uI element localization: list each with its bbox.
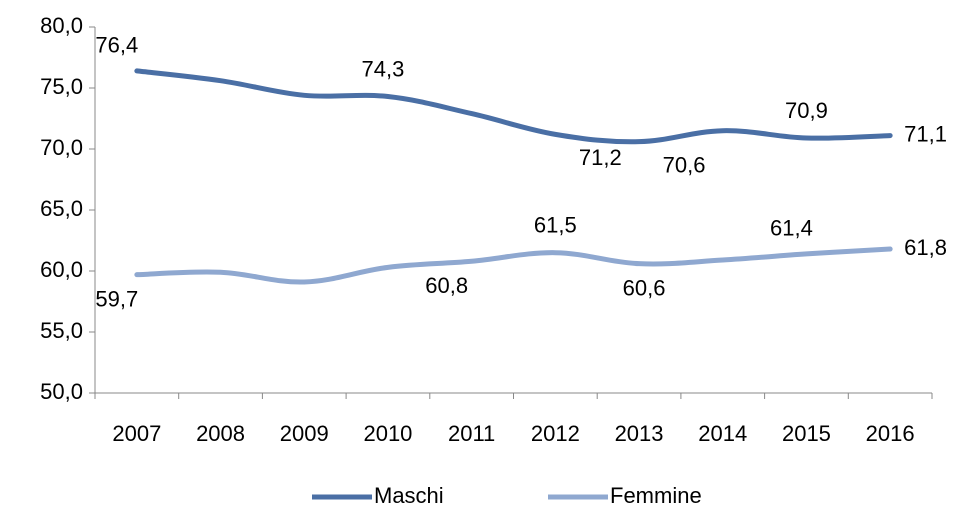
data-label: 60,6 <box>623 275 666 300</box>
data-label: 71,1 <box>904 121 947 146</box>
y-tick-label: 75,0 <box>40 74 83 99</box>
y-tick-label: 50,0 <box>40 379 83 404</box>
data-label: 70,6 <box>663 152 706 177</box>
data-label: 61,8 <box>904 235 947 260</box>
y-tick-label: 60,0 <box>40 257 83 282</box>
line-series <box>134 68 893 145</box>
x-tick-label: 2010 <box>363 421 412 446</box>
data-label: 70,9 <box>785 98 828 123</box>
x-tick-label: 2013 <box>615 421 664 446</box>
data-label: 60,8 <box>425 273 468 298</box>
data-label: 74,3 <box>362 56 405 81</box>
x-tick-label: 2009 <box>280 421 329 446</box>
x-tick-label: 2016 <box>866 421 915 446</box>
x-tick-label: 2015 <box>782 421 831 446</box>
legend-label: Femmine <box>610 483 702 508</box>
y-tick-label: 65,0 <box>40 196 83 221</box>
y-tick-label: 55,0 <box>40 318 83 343</box>
x-tick-label: 2007 <box>112 421 161 446</box>
data-label: 61,5 <box>534 213 577 238</box>
y-tick-label: 70,0 <box>40 135 83 160</box>
data-label: 61,4 <box>770 216 813 241</box>
data-label: 71,2 <box>579 145 622 170</box>
x-tick-label: 2011 <box>448 421 495 446</box>
y-tick-label: 80,0 <box>40 13 83 38</box>
legend-label: Maschi <box>374 483 444 508</box>
line-series <box>134 246 893 285</box>
data-label: 76,4 <box>95 33 138 58</box>
x-tick-label: 2012 <box>531 421 580 446</box>
data-label: 59,7 <box>95 286 138 311</box>
x-tick-label: 2014 <box>698 421 747 446</box>
x-tick-label: 2008 <box>196 421 245 446</box>
